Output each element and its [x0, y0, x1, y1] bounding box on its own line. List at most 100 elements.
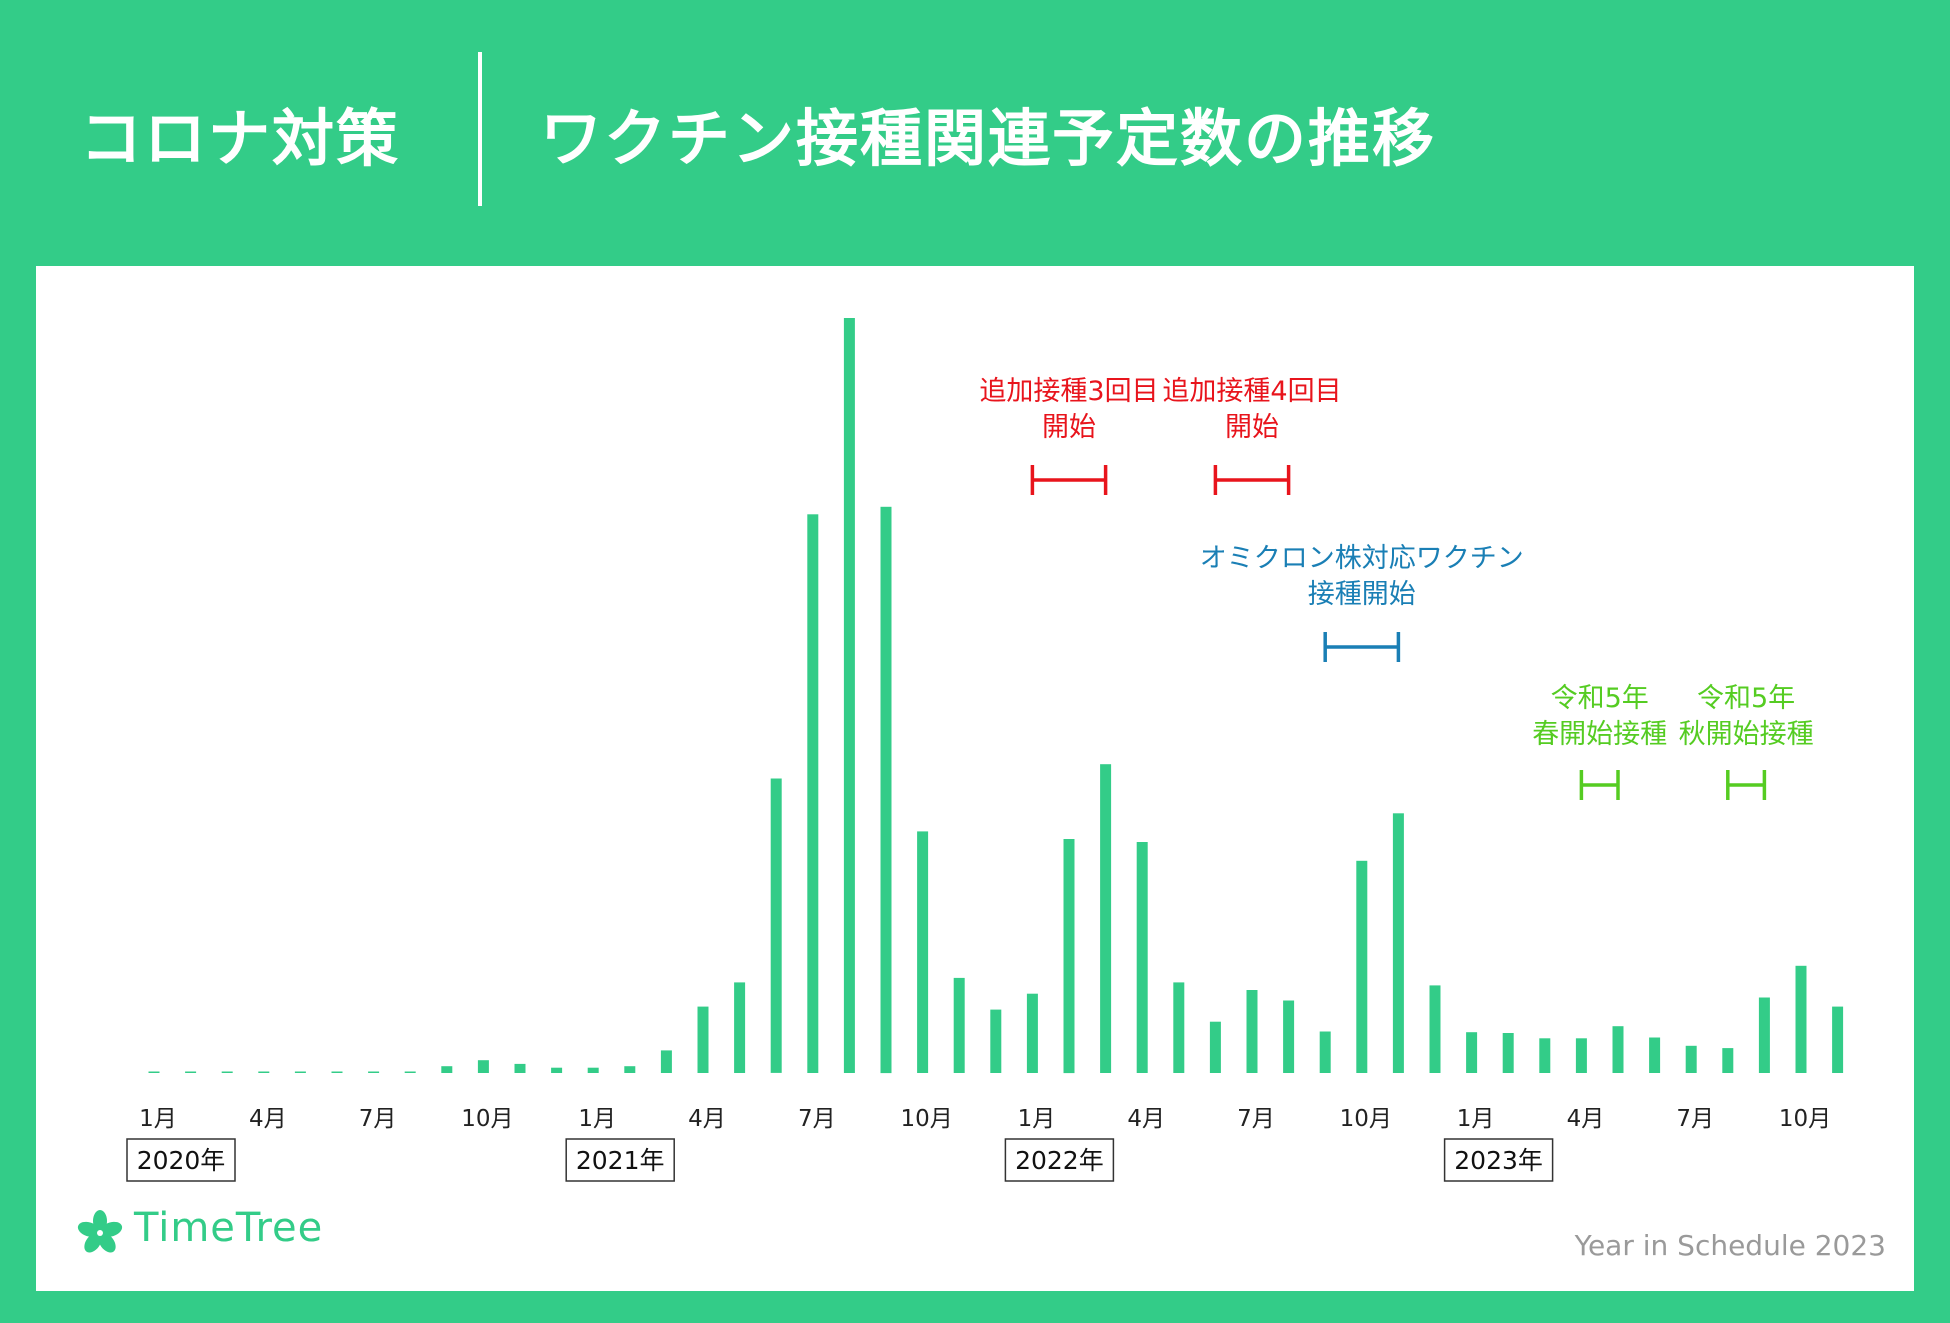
bar	[990, 1009, 1002, 1073]
annotation-text: 開始	[1042, 412, 1096, 443]
bar	[1283, 1000, 1295, 1073]
annotation-text: 追加接種3回目	[979, 376, 1158, 407]
year-label: 2021年	[565, 1138, 675, 1182]
x-tick-label: 10月	[1779, 1106, 1831, 1132]
x-tick-label: 4月	[688, 1106, 726, 1132]
bar	[1649, 1037, 1661, 1073]
x-tick-label: 4月	[1567, 1106, 1605, 1132]
x-tick-label: 7月	[798, 1106, 836, 1132]
timetree-logo: TimeTree	[76, 1201, 376, 1261]
bar	[404, 1071, 416, 1073]
bar	[514, 1063, 526, 1073]
bar	[917, 831, 929, 1073]
annotation-text: 秋開始接種	[1679, 719, 1814, 750]
bar	[807, 514, 819, 1073]
bar	[1063, 839, 1075, 1074]
bar	[1246, 990, 1258, 1073]
year-label-box	[565, 1138, 675, 1182]
bar	[1832, 1006, 1844, 1073]
year-label: 2020年	[126, 1138, 236, 1182]
bar	[953, 977, 965, 1073]
bar	[624, 1066, 636, 1073]
bar	[148, 1071, 160, 1073]
header: コロナ対策 ワクチン接種関連予定数の推移	[0, 0, 1950, 265]
bar	[477, 1060, 489, 1073]
bar	[1539, 1038, 1551, 1073]
year-label-text: 2021年	[576, 1146, 665, 1175]
bar	[331, 1071, 343, 1073]
year-label: 2022年	[1004, 1138, 1115, 1182]
year-label-text: 2023年	[1454, 1146, 1543, 1175]
x-tick-label: 7月	[1676, 1106, 1714, 1132]
x-tick-label: 4月	[1127, 1106, 1165, 1132]
bar	[368, 1071, 380, 1073]
clover-logo-icon	[77, 1210, 123, 1253]
bar	[1575, 1038, 1587, 1073]
x-tick-label: 1月	[1457, 1106, 1495, 1132]
bar	[1173, 982, 1185, 1073]
annotation-text: 令和5年	[1697, 683, 1795, 714]
x-tick-label: 10月	[900, 1106, 952, 1132]
bar	[734, 982, 746, 1073]
bar	[843, 318, 855, 1073]
x-tick-label: 1月	[578, 1106, 616, 1132]
x-tick-label: 7月	[1237, 1106, 1275, 1132]
x-tick-label: 10月	[1340, 1106, 1392, 1132]
bar	[1136, 842, 1148, 1073]
header-divider	[478, 52, 482, 206]
bar	[1026, 993, 1038, 1073]
bar	[697, 1006, 709, 1073]
footer-caption: Year in Schedule 2023	[1574, 1229, 1886, 1262]
bar-chart: 1月 4月 7月 10月 1月 4月 7月 10月 1月 4月 7月 10月 1月 4月 7月 10月 2020…	[126, 318, 1844, 1182]
x-tick-label: 4月	[249, 1106, 287, 1132]
bar	[1612, 1026, 1624, 1073]
bar	[1356, 860, 1368, 1073]
bar	[1685, 1045, 1697, 1073]
bar	[660, 1050, 672, 1073]
bar	[587, 1067, 599, 1073]
year-label: 2023年	[1443, 1138, 1554, 1182]
bar	[1795, 965, 1807, 1073]
annotation-text: 接種開始	[1308, 579, 1416, 610]
x-tick-label: 1月	[139, 1106, 177, 1132]
bar	[880, 506, 892, 1074]
annotation-text: 開始	[1225, 412, 1279, 443]
bar	[258, 1071, 270, 1073]
page-title: ワクチン接種関連予定数の推移	[540, 102, 1437, 175]
category-label: コロナ対策	[80, 102, 401, 175]
bar	[185, 1071, 197, 1073]
bar	[1100, 764, 1112, 1073]
logo-text: TimeTree	[134, 1205, 324, 1251]
annotation-text: オミクロン株対応ワクチン	[1200, 543, 1524, 574]
bar	[441, 1066, 453, 1073]
bar	[1722, 1048, 1734, 1073]
x-tick-label: 7月	[359, 1106, 397, 1132]
bar	[1319, 1031, 1331, 1073]
bar	[1429, 985, 1441, 1073]
year-label-box	[1443, 1138, 1554, 1182]
bar	[551, 1067, 563, 1073]
bar	[1758, 997, 1770, 1073]
annotation-text: 追加接種4回目	[1162, 376, 1341, 407]
year-label-box	[126, 1138, 236, 1182]
year-label-text: 2020年	[137, 1146, 226, 1175]
bar	[221, 1071, 233, 1073]
x-tick-label: 1月	[1018, 1106, 1056, 1132]
bar	[770, 778, 782, 1073]
bar	[1466, 1032, 1478, 1073]
chart-card: 1月 4月 7月 10月 1月 4月 7月 10月 1月 4月 7月 10月 1月 4月 7月 10月 2020…	[36, 266, 1914, 1291]
year-label-box	[1004, 1138, 1115, 1182]
bar	[294, 1071, 306, 1073]
bar	[1502, 1033, 1514, 1073]
bar	[1392, 813, 1404, 1073]
bar	[1209, 1021, 1221, 1073]
annotation-text: 令和5年	[1551, 683, 1649, 714]
annotation-text: 春開始接種	[1532, 719, 1667, 750]
x-tick-label: 10月	[461, 1106, 513, 1132]
year-label-text: 2022年	[1015, 1146, 1104, 1175]
